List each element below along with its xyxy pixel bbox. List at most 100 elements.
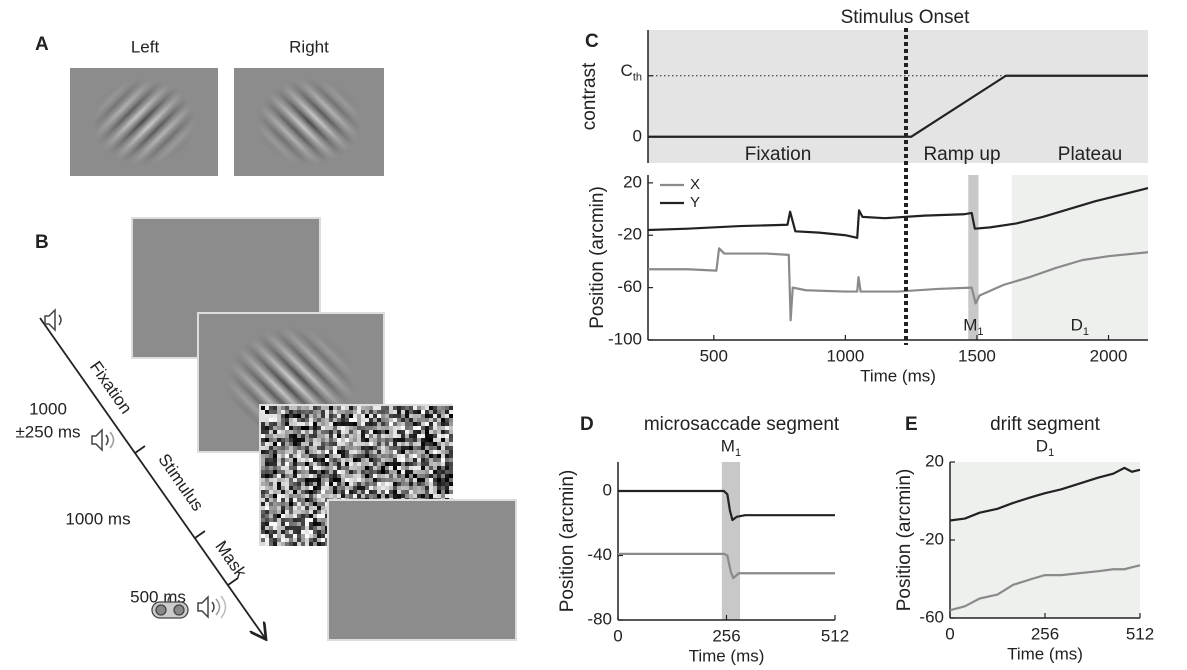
noise-pixel (293, 434, 297, 438)
noise-pixel (405, 438, 409, 442)
noise-pixel (277, 462, 281, 466)
noise-pixel (305, 458, 309, 462)
noise-pixel (265, 498, 269, 502)
noise-pixel (261, 446, 265, 450)
noise-pixel (429, 410, 433, 414)
noise-pixel (277, 418, 281, 422)
noise-pixel (269, 482, 273, 486)
noise-pixel (301, 526, 305, 530)
noise-pixel (261, 434, 265, 438)
noise-pixel (409, 494, 413, 498)
noise-pixel (265, 478, 269, 482)
noise-pixel (353, 482, 357, 486)
noise-pixel (289, 498, 293, 502)
noise-pixel (301, 466, 305, 470)
noise-pixel (389, 454, 393, 458)
noise-pixel (265, 418, 269, 422)
noise-pixel (281, 426, 285, 430)
y-tick-label: 0 (603, 481, 612, 500)
noise-pixel (389, 422, 393, 426)
noise-pixel (329, 434, 333, 438)
noise-pixel (445, 474, 449, 478)
noise-pixel (369, 414, 373, 418)
noise-pixel (353, 466, 357, 470)
noise-pixel (421, 410, 425, 414)
noise-pixel (309, 470, 313, 474)
noise-pixel (357, 458, 361, 462)
noise-pixel (341, 438, 345, 442)
noise-pixel (437, 438, 441, 442)
noise-pixel (357, 442, 361, 446)
noise-pixel (409, 478, 413, 482)
noise-pixel (285, 522, 289, 526)
noise-pixel (393, 410, 397, 414)
noise-pixel (313, 526, 317, 530)
noise-pixel (389, 438, 393, 442)
noise-pixel (373, 450, 377, 454)
noise-pixel (277, 442, 281, 446)
noise-pixel (361, 430, 365, 434)
noise-pixel (289, 426, 293, 430)
phase-label: Plateau (1058, 144, 1122, 165)
noise-pixel (369, 406, 373, 410)
noise-pixel (349, 442, 353, 446)
noise-pixel (345, 462, 349, 466)
noise-pixel (425, 446, 429, 450)
noise-pixel (309, 494, 313, 498)
noise-pixel (293, 502, 297, 506)
noise-pixel (293, 522, 297, 526)
noise-pixel (305, 530, 309, 534)
noise-pixel (397, 490, 401, 494)
noise-pixel (317, 534, 321, 538)
noise-pixel (289, 494, 293, 498)
noise-pixel (441, 446, 445, 450)
noise-pixel (341, 446, 345, 450)
noise-pixel (289, 518, 293, 522)
noise-pixel (325, 470, 329, 474)
noise-pixel (365, 462, 369, 466)
noise-pixel (349, 462, 353, 466)
noise-pixel (313, 510, 317, 514)
noise-pixel (333, 454, 337, 458)
noise-pixel (377, 494, 381, 498)
noise-pixel (445, 458, 449, 462)
noise-pixel (297, 450, 301, 454)
noise-pixel (365, 430, 369, 434)
noise-pixel (445, 486, 449, 490)
noise-pixel (281, 422, 285, 426)
noise-pixel (349, 474, 353, 478)
noise-pixel (269, 414, 273, 418)
noise-pixel (373, 474, 377, 478)
noise-pixel (325, 446, 329, 450)
noise-pixel (313, 410, 317, 414)
noise-pixel (289, 474, 293, 478)
noise-pixel (281, 530, 285, 534)
noise-pixel (437, 406, 441, 410)
noise-pixel (293, 470, 297, 474)
noise-pixel (449, 474, 453, 478)
noise-pixel (329, 486, 333, 490)
noise-pixel (329, 422, 333, 426)
noise-pixel (361, 406, 365, 410)
noise-pixel (321, 534, 325, 538)
noise-pixel (433, 494, 437, 498)
noise-pixel (385, 406, 389, 410)
noise-pixel (373, 410, 377, 414)
noise-pixel (429, 478, 433, 482)
noise-pixel (369, 430, 373, 434)
legend-label: Y (690, 194, 700, 211)
noise-pixel (281, 418, 285, 422)
noise-pixel (345, 438, 349, 442)
noise-pixel (369, 466, 373, 470)
noise-pixel (317, 482, 321, 486)
noise-pixel (277, 438, 281, 442)
noise-pixel (385, 410, 389, 414)
noise-pixel (309, 490, 313, 494)
noise-pixel (401, 414, 405, 418)
noise-pixel (385, 470, 389, 474)
noise-pixel (353, 422, 357, 426)
noise-pixel (329, 490, 333, 494)
noise-pixel (329, 438, 333, 442)
noise-pixel (289, 466, 293, 470)
noise-pixel (293, 506, 297, 510)
